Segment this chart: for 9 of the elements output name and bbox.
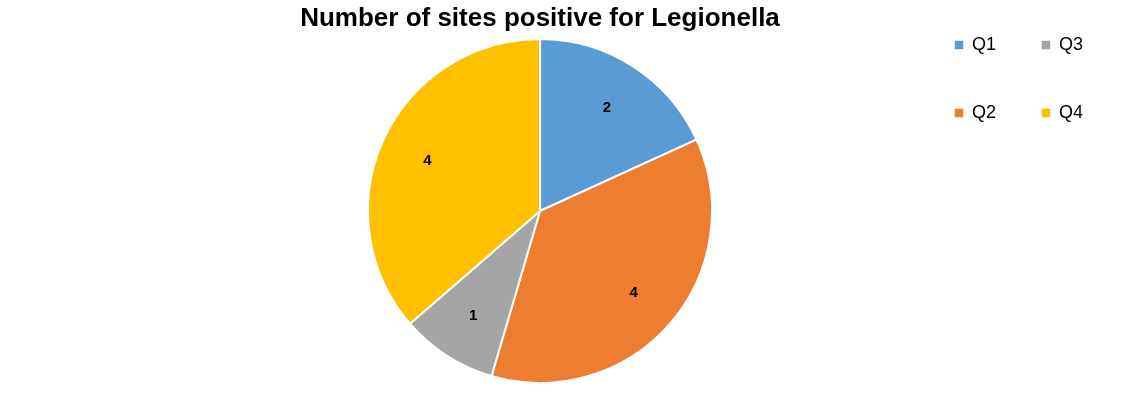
legend-label: Q1 <box>972 34 997 54</box>
data-label: 2 <box>602 97 612 115</box>
legend-label: Q2 <box>972 102 997 122</box>
data-label: 4 <box>629 283 639 301</box>
legend-label: Q3 <box>1059 34 1084 54</box>
data-label: 1 <box>468 306 478 324</box>
data-label: 4 <box>423 150 433 168</box>
legend-label: Q4 <box>1059 102 1084 122</box>
chart-title: Number of sites positive for Legionella <box>300 2 781 32</box>
